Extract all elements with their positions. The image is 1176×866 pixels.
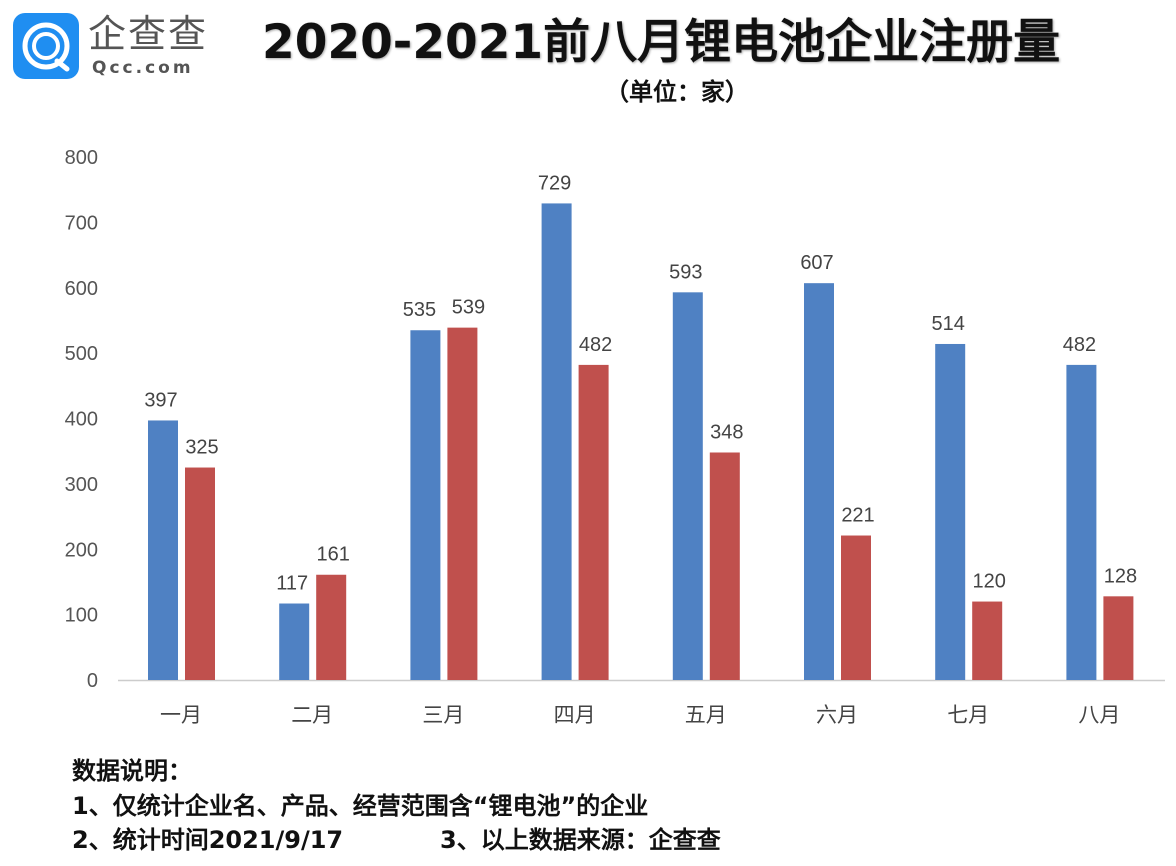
bar [185,467,215,680]
x-tick-label: 一月 [160,703,202,727]
data-label: 161 [317,544,350,566]
logo-domain: Qcc.com [92,58,194,78]
y-tick-label: 100 [65,605,98,627]
bar [316,574,347,680]
x-tick-label: 七月 [947,703,989,727]
y-tick-label: 500 [65,343,98,365]
data-label: 128 [1104,565,1137,587]
x-tick-label: 六月 [816,703,858,727]
bar [148,420,178,680]
chart-title: 2020-2021前八月锂电池企业注册量 [262,15,1061,70]
notes-heading: 数据说明： [72,757,192,785]
y-tick-label: 0 [87,670,98,692]
bar-chart: 0 100 200 300 400 500 600 700 800 一月 397 325 二月 117 16… [65,147,1165,727]
bar [541,203,572,680]
data-label: 325 [185,437,218,459]
notes-line-3: 3、以上数据来源：企查查 [440,826,721,854]
data-label: 539 [452,297,485,319]
data-label: 348 [710,421,743,443]
notes-line-1: 1、仅统计企业名、产品、经营范围含“锂电池”的企业 [72,792,649,820]
data-label: 397 [144,389,177,411]
bar [1066,364,1097,680]
bar [709,452,740,680]
bar [841,535,871,680]
notes-line-2: 2、统计时间2021/9/17 [72,826,344,854]
qcc-logo-icon [13,13,79,79]
logo-text: 企查查 [88,12,209,56]
data-label: 535 [403,299,436,321]
data-label: 117 [276,573,308,595]
y-tick-label: 600 [65,278,98,300]
x-tick-label: 四月 [554,703,596,727]
data-label: 593 [669,261,702,283]
chart-subtitle: （单位：家） [605,78,749,106]
y-tick-label: 700 [65,212,98,234]
bar [447,327,478,680]
bar [804,283,834,680]
data-label: 729 [538,172,571,194]
bar [972,601,1003,680]
data-label: 120 [973,571,1006,593]
data-label: 221 [841,505,874,527]
bar [935,343,966,680]
bar [672,292,703,680]
bar [578,364,609,680]
x-tick-label: 五月 [685,703,727,727]
y-tick-label: 200 [65,539,98,561]
y-tick-label: 300 [65,474,98,496]
x-tick-label: 八月 [1078,703,1120,727]
bar [1103,596,1134,680]
y-tick-label: 800 [65,147,98,169]
y-tick-label: 400 [65,409,98,431]
bar [410,330,441,680]
data-label: 482 [579,334,612,356]
x-tick-label: 二月 [291,703,333,727]
x-tick-label: 三月 [422,703,464,727]
data-label: 607 [800,252,833,274]
bar [279,603,310,680]
data-label: 514 [932,313,965,335]
data-label: 482 [1063,334,1096,356]
